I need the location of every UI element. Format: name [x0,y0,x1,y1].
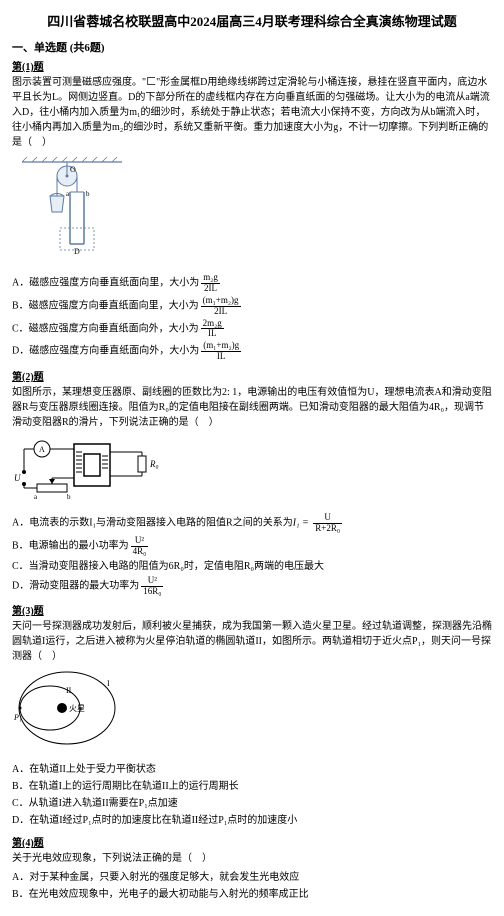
q4-optA: A．对于某种金属，只要入射光的强度足够大，就会发生光电效应 [12,870,492,885]
label-b: b [86,190,90,198]
q3-body: 天问一号探测器成功发射后，顺利被火星捕获，成为我国第一颗入造火星卫星。经过轨道调… [12,619,492,664]
label-D: D [74,247,80,256]
q4-body: 关于光电效应现象，下列说法正确的是（ ） [12,851,492,866]
q4-label: 第(4)题 [12,836,492,851]
label-fire: 火星 [69,704,85,713]
label-I: I [107,679,110,688]
label-A: A [39,445,45,454]
label-a2: a [34,493,38,501]
q2-body: 如图所示，某理想变压器原、副线圈的匝数比为2: 1，电源输出的电压有效值恒为U，… [12,385,492,430]
q1-label: 第(1)题 [12,60,492,75]
q1-body: 图示装置可测量磁感应强度。"匚"形金属框D用绝缘线绑跨过定滑轮与小桶连接，悬挂在… [12,75,492,150]
q2-optB: B．电源输出的最小功率为U²4R₀ [12,536,492,557]
q1-figure: O a b D [12,154,492,269]
q3-optC: C．从轨道I进入轨道II需要在P₁点加速 [12,796,492,811]
page-title: 四川省蓉城名校联盟高中2024届高三4月联考理科综合全真演练物理试题 [12,12,492,32]
q2-optD: D．滑动变阻器的最大功率为U²16R₀ [12,576,492,597]
q2-optC: C．当滑动变阻器接入电路的阻值为6R₀时，定值电阻R₀两端的电压最大 [12,559,492,574]
label-P: P₁ [13,713,22,722]
q2-figure: A U a b [12,434,492,509]
label-U: U [14,473,21,483]
q1-optB: B．磁感应强度方向垂直纸面向里，大小为(m₁+m₂)g2IL [12,296,492,317]
label-b2: b [67,493,71,501]
q1-optC: C．磁感应强度方向垂直纸面向外，大小为2m₂gIL [12,319,492,340]
q3-figure: 火星 P₁ I II [12,668,492,758]
label-O: O [70,165,76,174]
q3-optB: B．在轨道I上的运行周期比在轨道II上的运行周期长 [12,779,492,794]
q3-optD: D．在轨道I经过P₁点时的加速度比在轨道II经过P₁点时的加速度小 [12,813,492,828]
section-header: 一、单选题 (共6题) [12,40,492,57]
label-II: II [66,686,72,695]
q1-optA: A．磁感应强度方向垂直纸面向里，大小为m₂g2IL [12,273,492,294]
q1-optD: D．磁感应强度方向垂直纸面向外，大小为(m₁+m₂)gIL [12,341,492,362]
q4-optB: B．在光电效应现象中，光电子的最大初动能与入射光的频率成正比 [12,887,492,902]
label-R0: R₀ [149,459,159,469]
q2-optA: A．电流表的示数I₁与滑动变阻器接入电路的阻值R之间的关系为I₁ = UR+2R… [12,513,492,534]
q3-label: 第(3)题 [12,604,492,619]
q2-label: 第(2)题 [12,370,492,385]
q3-optA: A．在轨道II上处于受力平衡状态 [12,762,492,777]
